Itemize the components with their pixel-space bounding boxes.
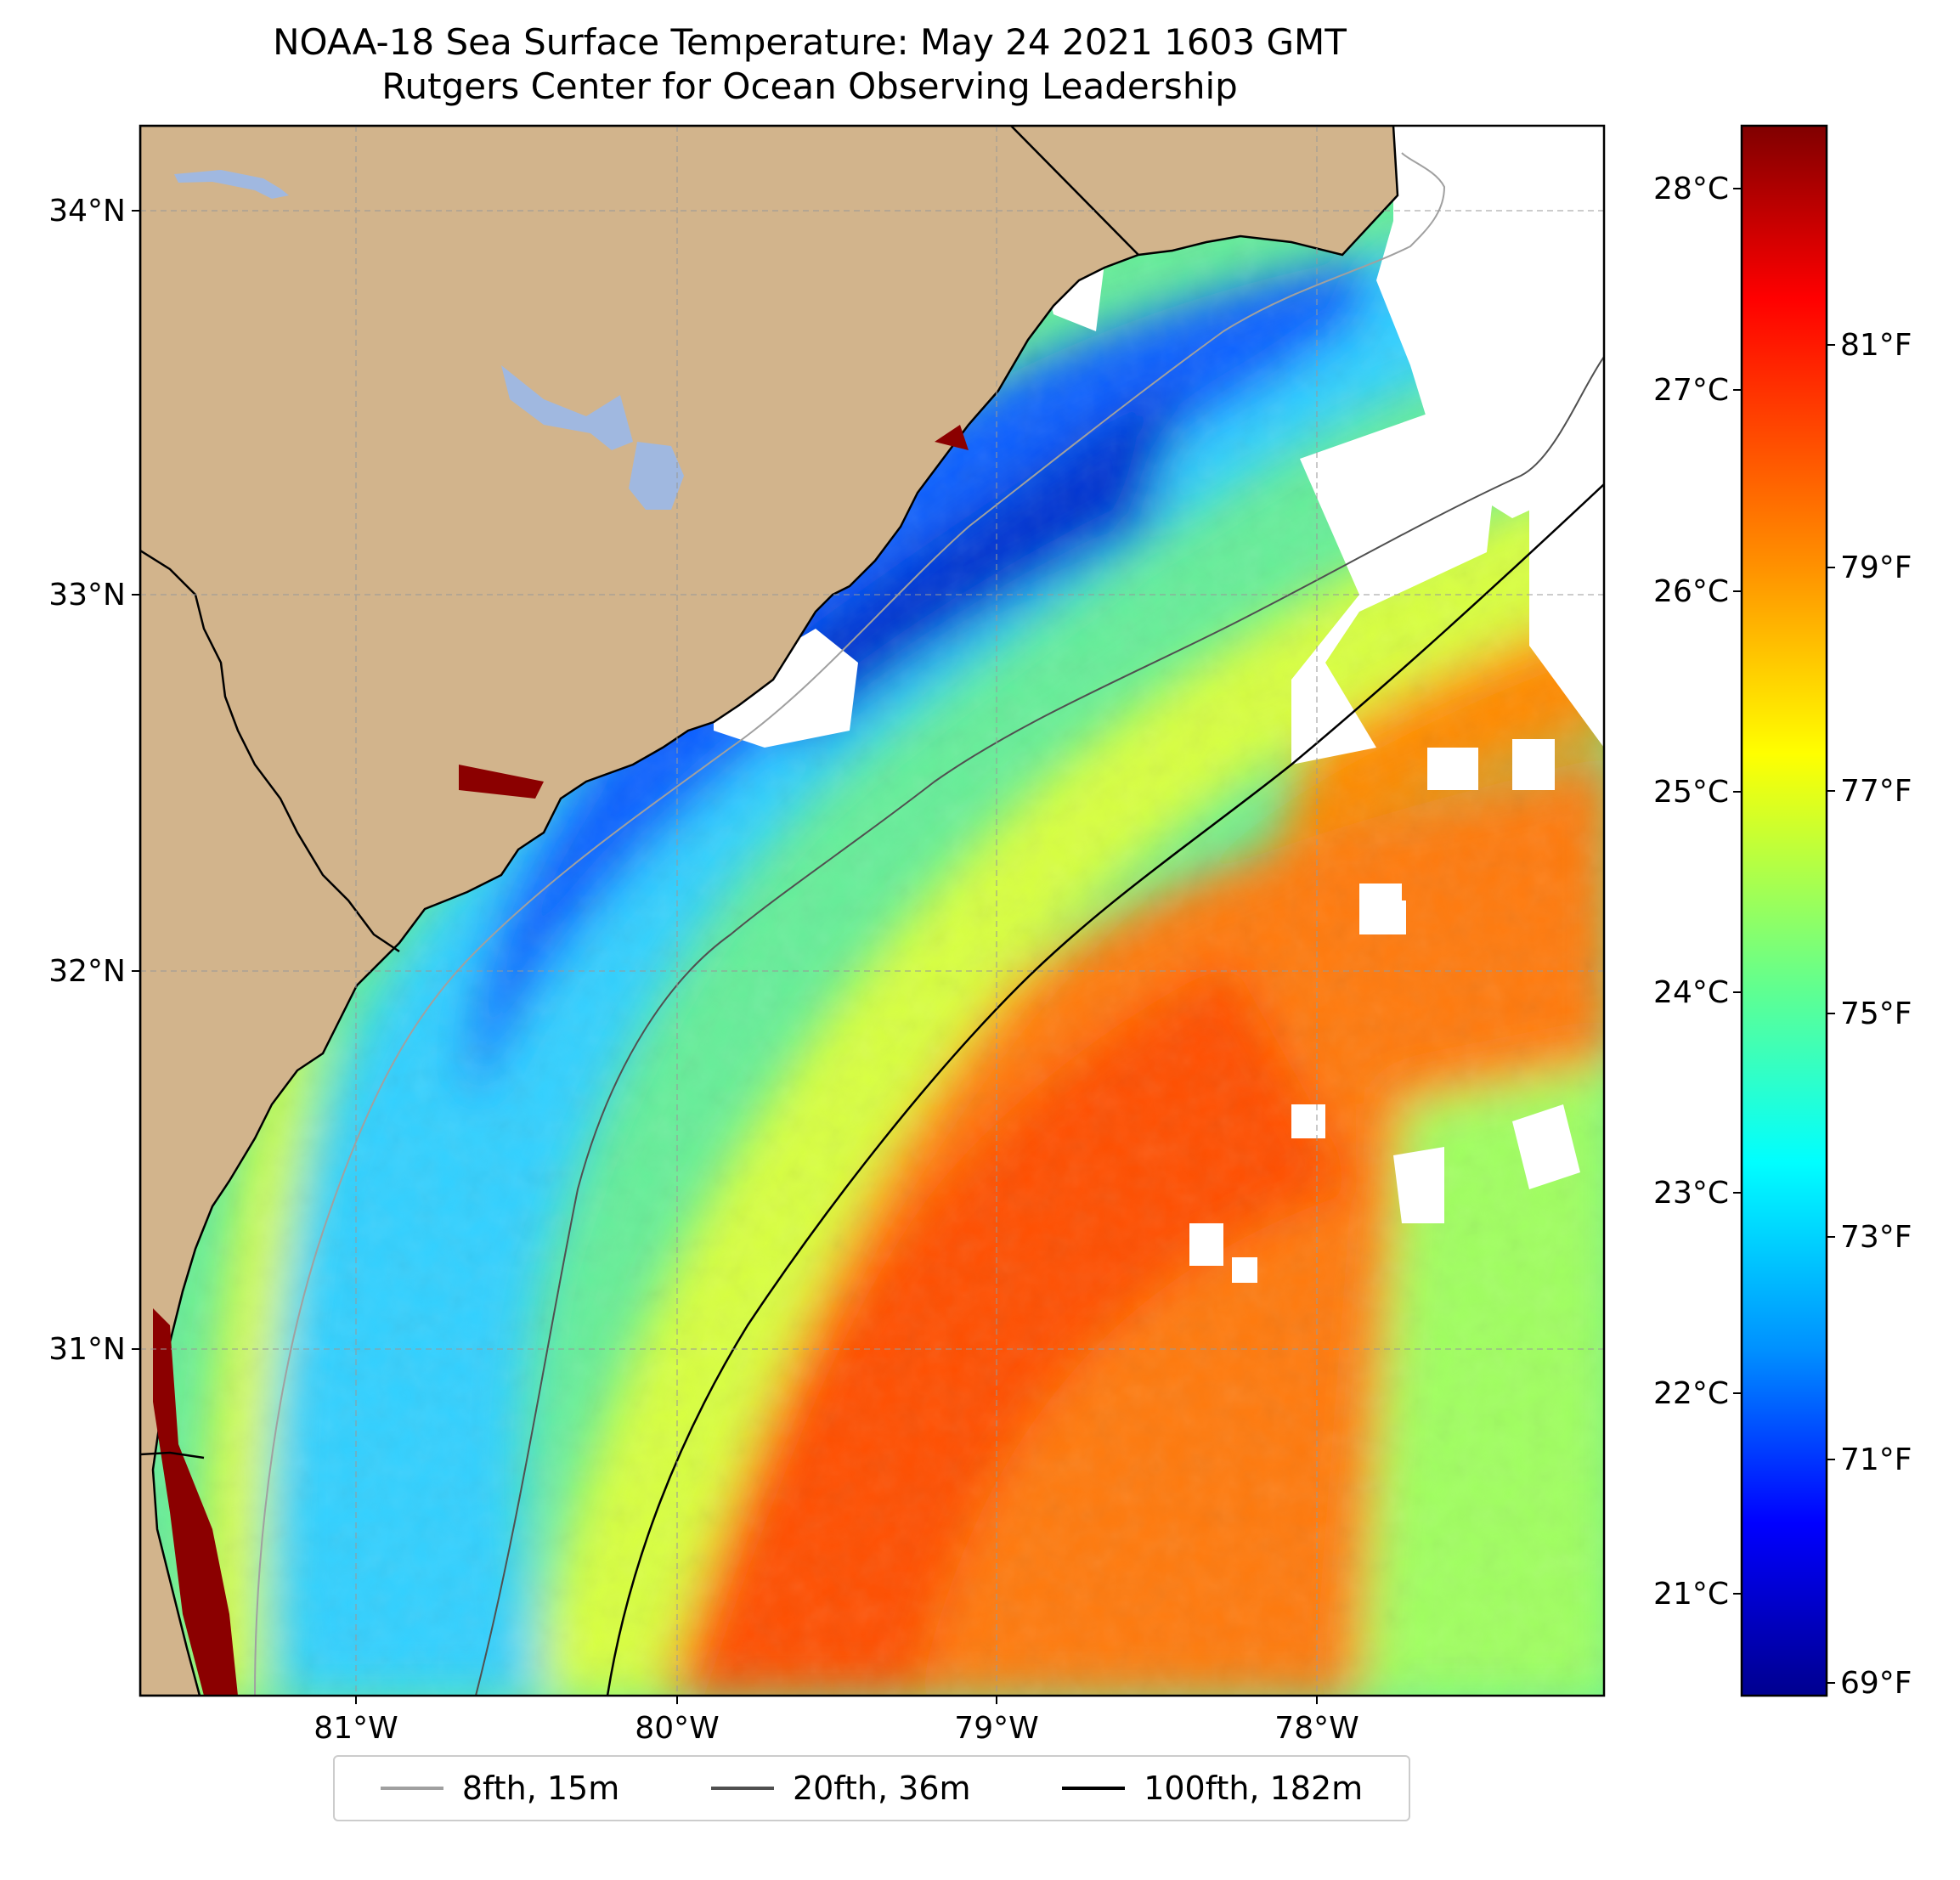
c-label-25: 25°C [1653, 775, 1729, 810]
lake-central [501, 365, 633, 450]
cloud-mask-coastal [714, 629, 858, 748]
legend-label-20fth: 20fth, 36m [792, 1770, 971, 1807]
lon-label-79: 79°W [954, 1711, 1038, 1746]
legend-swatch-8fth [380, 1787, 443, 1790]
legend-label-8fth: 8fth, 15m [461, 1770, 620, 1807]
cloud-mask-patch-9 [1368, 900, 1406, 934]
isobath-8fth-15m [254, 152, 1446, 1696]
map-frame [138, 124, 1606, 1697]
cloud-mask-patch-8 [1232, 1257, 1257, 1283]
inlet-hot-spot-2 [935, 425, 969, 450]
inlet-hot-spot-1 [459, 765, 544, 799]
cloud-mask-patch-6 [1512, 1104, 1580, 1189]
cloud-mask-patch-2 [1512, 739, 1555, 790]
cloud-mask-patch-4 [1291, 1104, 1325, 1138]
c-label-27: 27°C [1653, 373, 1729, 408]
cloud-mask-east [1291, 408, 1495, 765]
isobath-20fth-36m [475, 356, 1604, 1696]
colorbar-celsius-axis: 28°C 27°C 26°C 25°C 24°C 23°C 22°C 21°C [1653, 172, 1742, 1612]
lon-label-80: 80°W [635, 1711, 719, 1746]
f-label-75: 75°F [1840, 996, 1912, 1031]
lat-label-31: 31°N [48, 1332, 126, 1367]
isobath-100fth-182m [606, 483, 1604, 1696]
chart-title: NOAA-18 Sea Surface Temperature: May 24 … [0, 20, 1619, 109]
c-label-24: 24°C [1653, 975, 1729, 1010]
colorbar-fahrenheit-axis: 81°F 79°F 77°F 75°F 73°F 71°F 69°F [1827, 328, 1912, 1701]
legend-entry-8fth: 8fth, 15m [380, 1770, 620, 1807]
title-line-2: Rutgers Center for Ocean Observing Leade… [381, 65, 1238, 107]
lon-label-81: 81°W [313, 1711, 398, 1746]
sc-ga-border [140, 549, 400, 953]
ga-fl-border [140, 1451, 205, 1459]
lat-label-34: 34°N [48, 194, 126, 229]
nc-sc-border [1010, 126, 1139, 256]
cloud-mask-east-edge [1529, 442, 1604, 748]
nearshore-hot-strip [153, 1308, 238, 1696]
f-label-69: 69°F [1840, 1666, 1912, 1701]
legend-swatch-20fth [710, 1787, 774, 1790]
colorbar [1740, 124, 1828, 1697]
f-label-71: 71°F [1840, 1442, 1912, 1477]
legend-label-100fth: 100fth, 182m [1144, 1770, 1364, 1807]
lon-axis: 81°W 80°W 79°W 78°W [313, 1696, 1359, 1746]
land-mass [140, 126, 1399, 1696]
isobath-legend: 8fth, 15m 20fth, 36m 100fth, 182m [333, 1755, 1410, 1821]
legend-swatch-100fth [1062, 1787, 1126, 1790]
cloud-mask-patch-7 [1189, 1223, 1223, 1266]
c-label-23: 23°C [1653, 1176, 1729, 1211]
lat-label-33: 33°N [48, 578, 126, 613]
title-line-1: NOAA-18 Sea Surface Temperature: May 24 … [273, 21, 1347, 63]
cloud-mask-patch-1 [1427, 748, 1478, 790]
f-label-79: 79°F [1840, 550, 1912, 585]
cloud-mask-patch-5 [1393, 1147, 1444, 1223]
c-label-28: 28°C [1653, 172, 1729, 206]
f-label-73: 73°F [1840, 1220, 1912, 1255]
lon-label-78: 78°W [1274, 1711, 1358, 1746]
f-label-77: 77°F [1840, 774, 1912, 809]
lake-marion [629, 442, 684, 510]
lake-north [174, 170, 289, 199]
c-label-22: 22°C [1653, 1376, 1729, 1411]
gridlines [140, 126, 1604, 1696]
sst-field [140, 126, 1604, 1696]
cloud-mask-group [714, 126, 1604, 1283]
lat-axis: 34°N 33°N 32°N 31°N [48, 194, 140, 1367]
c-label-21: 21°C [1653, 1577, 1729, 1612]
legend-entry-100fth: 100fth, 182m [1062, 1770, 1363, 1807]
f-label-81: 81°F [1840, 328, 1912, 363]
legend-entry-20fth: 20fth, 36m [710, 1770, 971, 1807]
lat-label-32: 32°N [48, 954, 126, 989]
c-label-26: 26°C [1653, 574, 1729, 609]
